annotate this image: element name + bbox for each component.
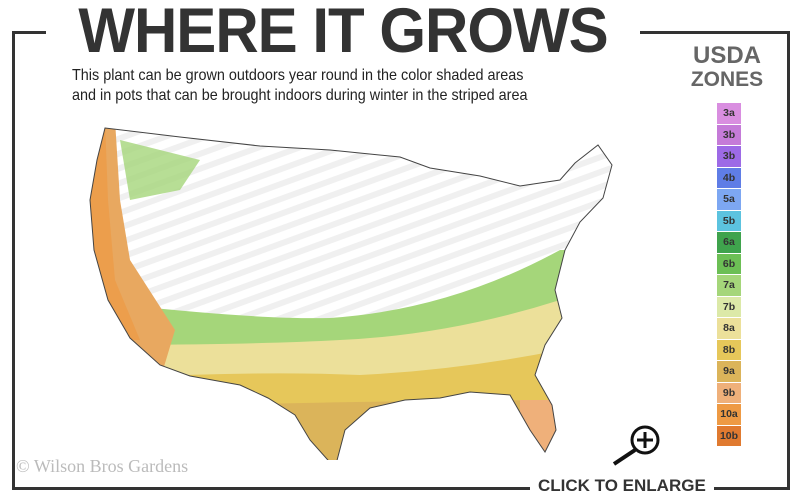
legend-zone-9a: 9a — [717, 361, 741, 383]
legend-zone-8b: 8b — [717, 339, 741, 361]
subtitle-line-1: This plant can be grown outdoors year ro… — [72, 67, 524, 84]
frame-left — [12, 31, 15, 490]
legend-zone-10b: 10b — [717, 425, 741, 447]
legend-zone-3a: 3a — [717, 103, 741, 125]
frame-top-right — [640, 31, 790, 34]
zone-legend: 3a 3b 3b 4b 5a 5b 6a 6b 7a 7b 8a 8b 9a 9b 10a 10b — [717, 103, 741, 447]
frame-right — [787, 31, 790, 490]
legend-zone-8a: 8a — [717, 318, 741, 340]
legend-title-line-1: USDA — [692, 42, 761, 69]
legend-zone-5a: 5a — [717, 189, 741, 211]
legend-zone-6a: 6a — [717, 232, 741, 254]
legend-zone-3b: 3b — [717, 146, 741, 168]
legend-zone-4b: 4b — [717, 167, 741, 189]
frame-top-left — [12, 31, 46, 34]
legend-zone-7b: 7b — [717, 296, 741, 318]
subtitle: This plant can be grown outdoors year ro… — [72, 66, 527, 106]
copyright-watermark: © Wilson Bros Gardens — [16, 456, 189, 476]
us-zone-map[interactable] — [80, 115, 620, 460]
frame-bottom — [12, 487, 790, 490]
legend-title: USDA ZONES — [676, 44, 778, 92]
legend-zone-6b: 6b — [717, 253, 741, 275]
magnifier-plus-icon[interactable] — [608, 420, 664, 466]
subtitle-line-2: and in pots that can be brought indoors … — [72, 87, 528, 104]
legend-title-line-2: ZONES — [690, 68, 764, 91]
click-to-enlarge-link[interactable]: CLICK TO ENLARGE — [530, 476, 714, 496]
legend-zone-3b: 3b — [717, 124, 741, 146]
legend-zone-5b: 5b — [717, 210, 741, 232]
legend-zone-10a: 10a — [717, 404, 741, 426]
legend-zone-7a: 7a — [717, 275, 741, 297]
page-title: WHERE IT GROWS — [78, 0, 608, 66]
legend-zone-9b: 9b — [717, 382, 741, 404]
